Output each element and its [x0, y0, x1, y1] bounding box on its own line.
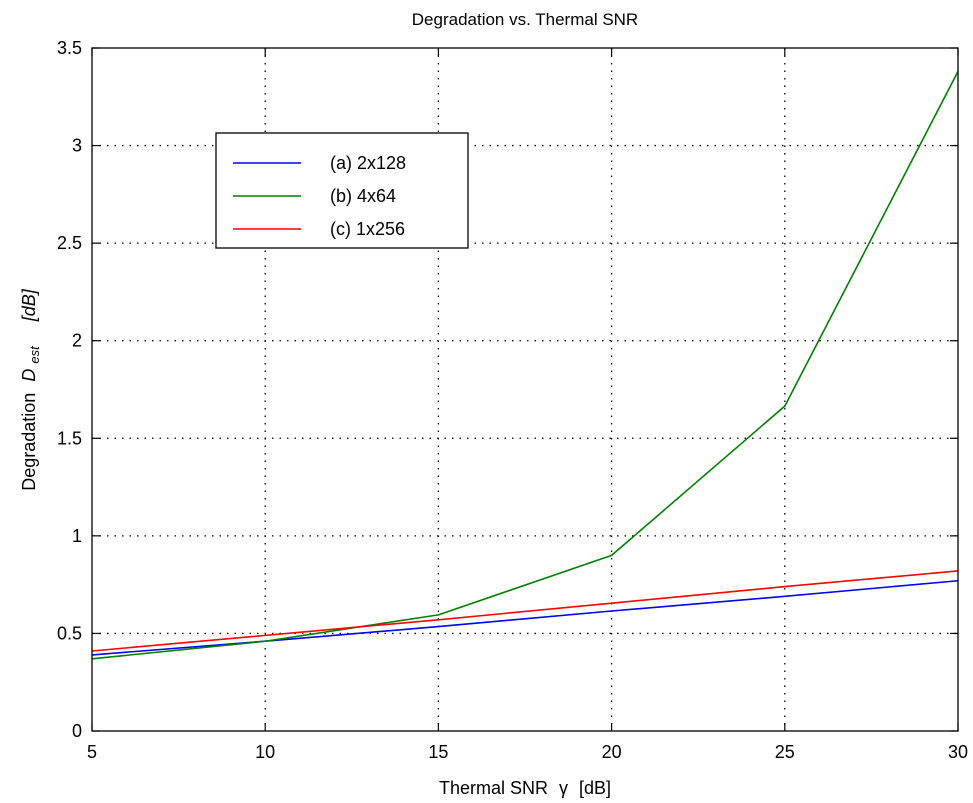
- legend-label-3: (c) 1x256: [330, 219, 405, 239]
- y-axis-label-text: Degradation: [19, 393, 39, 491]
- x-tick-label: 25: [775, 742, 795, 762]
- series-line-2: [91, 71, 959, 660]
- plot-frame: [91, 47, 959, 732]
- legend: (a) 2x128 (b) 4x64 (c) 1x256: [215, 132, 469, 249]
- y-tick-label: 2.5: [57, 233, 82, 253]
- x-tick-label: 5: [87, 742, 97, 762]
- x-tick-label: 10: [255, 742, 275, 762]
- y-tick-label: 1.5: [57, 428, 82, 448]
- legend-label-1: (a) 2x128: [330, 153, 406, 173]
- y-axis-label-unit: [dB]: [19, 288, 39, 322]
- series-lines: [91, 71, 959, 660]
- y-tick-label: 0: [72, 721, 82, 741]
- x-axis-label-text: Thermal SNR: [439, 778, 548, 798]
- x-axis-label-symbol: γ: [559, 778, 568, 798]
- y-tick-label: 0.5: [57, 623, 82, 643]
- x-tick-label: 15: [428, 742, 448, 762]
- legend-label-2: (b) 4x64: [330, 186, 396, 206]
- x-tick-labels: 5 10 15 20 25 30: [87, 742, 968, 762]
- y-axis-label-symbol: D: [19, 369, 39, 382]
- x-axis-label-unit: [dB]: [579, 778, 611, 798]
- series-line-1: [91, 579, 959, 656]
- y-tick-label: 3.5: [57, 38, 82, 58]
- x-tick-label: 20: [602, 742, 622, 762]
- y-tick-label: 3: [72, 136, 82, 156]
- y-axis-label-subscript: est: [27, 345, 42, 364]
- x-tick-label: 30: [948, 742, 968, 762]
- series-line-3: [91, 570, 959, 652]
- legend-items: (a) 2x128 (b) 4x64 (c) 1x256: [233, 153, 406, 239]
- y-tick-label: 2: [72, 331, 82, 351]
- y-tick-labels: 0 0.5 1 1.5 2 2.5 3 3.5: [57, 38, 82, 741]
- chart-title: Degradation vs. Thermal SNR: [412, 10, 638, 29]
- y-axis-label: Degradation D est [dB]: [19, 288, 43, 490]
- y-tick-label: 1: [72, 526, 82, 546]
- axis-ticks: [91, 47, 959, 732]
- x-axis-label: Thermal SNR γ [dB]: [439, 778, 611, 798]
